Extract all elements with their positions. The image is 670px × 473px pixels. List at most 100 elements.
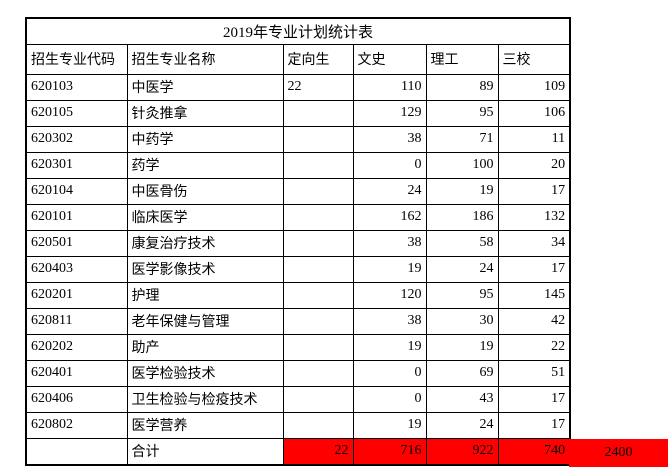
cell-sanxiao: 17	[497, 411, 571, 439]
cell-science: 24	[425, 255, 499, 283]
cell-sanxiao: 17	[497, 177, 571, 205]
cell-name: 卫生检验与检疫技术	[126, 385, 284, 413]
cell-name: 药学	[126, 151, 284, 179]
total-sanxiao: 740	[497, 437, 571, 466]
statistics-table: 2019年专业计划统计表 招生专业代码 招生专业名称 定向生 文史 理工 三校 …	[25, 17, 572, 466]
col-header-code: 招生专业代码	[25, 43, 128, 75]
table-row: 620401 医学检验技术 0 69 51	[25, 359, 571, 387]
col-header-science: 理工	[425, 43, 499, 75]
cell-code: 620202	[25, 333, 128, 361]
cell-sanxiao: 34	[497, 229, 571, 257]
cell-liberal: 38	[352, 125, 427, 153]
cell-code: 620104	[25, 177, 128, 205]
cell-directed	[282, 177, 354, 205]
table-row: 620301 药学 0 100 20	[25, 151, 571, 179]
cell-sanxiao: 11	[497, 125, 571, 153]
cell-code: 620501	[25, 229, 128, 257]
cell-liberal: 0	[352, 385, 427, 413]
table-row: 620406 卫生检验与检疫技术 0 43 17	[25, 385, 571, 413]
cell-directed	[282, 281, 354, 309]
cell-science: 89	[425, 73, 499, 101]
cell-code: 620302	[25, 125, 128, 153]
cell-liberal: 162	[352, 203, 427, 231]
table-row: 620104 中医骨伤 24 19 17	[25, 177, 571, 205]
cell-code: 620105	[25, 99, 128, 127]
cell-liberal: 0	[352, 151, 427, 179]
title-row: 2019年专业计划统计表	[25, 17, 571, 45]
cell-sanxiao: 132	[497, 203, 571, 231]
grand-total-cell: 2400	[569, 439, 668, 467]
cell-science: 186	[425, 203, 499, 231]
total-liberal: 716	[352, 437, 427, 466]
cell-sanxiao: 106	[497, 99, 571, 127]
table-row: 620201 护理 120 95 145	[25, 281, 571, 309]
cell-code: 620403	[25, 255, 128, 283]
cell-directed: 22	[282, 73, 354, 101]
cell-name: 医学营养	[126, 411, 284, 439]
cell-science: 58	[425, 229, 499, 257]
cell-science: 100	[425, 151, 499, 179]
cell-name: 医学影像技术	[126, 255, 284, 283]
cell-liberal: 120	[352, 281, 427, 309]
cell-directed	[282, 255, 354, 283]
cell-science: 43	[425, 385, 499, 413]
table-row: 620811 老年保健与管理 38 30 42	[25, 307, 571, 335]
cell-sanxiao: 17	[497, 385, 571, 413]
cell-sanxiao: 17	[497, 255, 571, 283]
cell-liberal: 129	[352, 99, 427, 127]
table-row: 620103 中医学 22 110 89 109	[25, 73, 571, 101]
cell-name: 中医骨伤	[126, 177, 284, 205]
total-label: 合计	[126, 437, 284, 466]
cell-name: 老年保健与管理	[126, 307, 284, 335]
cell-name: 中药学	[126, 125, 284, 153]
cell-science: 95	[425, 281, 499, 309]
table-title: 2019年专业计划统计表	[25, 17, 571, 45]
cell-directed	[282, 385, 354, 413]
col-header-directed: 定向生	[282, 43, 354, 75]
cell-science: 19	[425, 333, 499, 361]
cell-directed	[282, 203, 354, 231]
cell-code: 620401	[25, 359, 128, 387]
cell-sanxiao: 145	[497, 281, 571, 309]
table-row: 620802 医学营养 19 24 17	[25, 411, 571, 439]
cell-liberal: 110	[352, 73, 427, 101]
cell-name: 医学检验技术	[126, 359, 284, 387]
cell-liberal: 38	[352, 307, 427, 335]
cell-code: 620301	[25, 151, 128, 179]
table-row: 620501 康复治疗技术 38 58 34	[25, 229, 571, 257]
cell-directed	[282, 125, 354, 153]
cell-science: 19	[425, 177, 499, 205]
col-header-sanxiao: 三校	[497, 43, 571, 75]
cell-liberal: 19	[352, 255, 427, 283]
cell-code: 620406	[25, 385, 128, 413]
cell-liberal: 19	[352, 411, 427, 439]
cell-code: 620201	[25, 281, 128, 309]
col-header-liberal: 文史	[352, 43, 427, 75]
cell-directed	[282, 333, 354, 361]
cell-name: 临床医学	[126, 203, 284, 231]
cell-sanxiao: 51	[497, 359, 571, 387]
cell-directed	[282, 229, 354, 257]
header-row: 招生专业代码 招生专业名称 定向生 文史 理工 三校	[25, 43, 571, 75]
cell-name: 中医学	[126, 73, 284, 101]
cell-sanxiao: 20	[497, 151, 571, 179]
table-row: 620403 医学影像技术 19 24 17	[25, 255, 571, 283]
cell-directed	[282, 307, 354, 335]
cell-science: 30	[425, 307, 499, 335]
cell-science: 71	[425, 125, 499, 153]
cell-liberal: 19	[352, 333, 427, 361]
cell-sanxiao: 42	[497, 307, 571, 335]
table-row: 620101 临床医学 162 186 132	[25, 203, 571, 231]
cell-directed	[282, 359, 354, 387]
table-row: 620202 助产 19 19 22	[25, 333, 571, 361]
cell-liberal: 24	[352, 177, 427, 205]
cell-directed	[282, 151, 354, 179]
col-header-name: 招生专业名称	[126, 43, 284, 75]
cell-liberal: 0	[352, 359, 427, 387]
cell-code: 620811	[25, 307, 128, 335]
cell-science: 69	[425, 359, 499, 387]
cell-code: 620101	[25, 203, 128, 231]
cell-sanxiao: 22	[497, 333, 571, 361]
cell-code: 620802	[25, 411, 128, 439]
